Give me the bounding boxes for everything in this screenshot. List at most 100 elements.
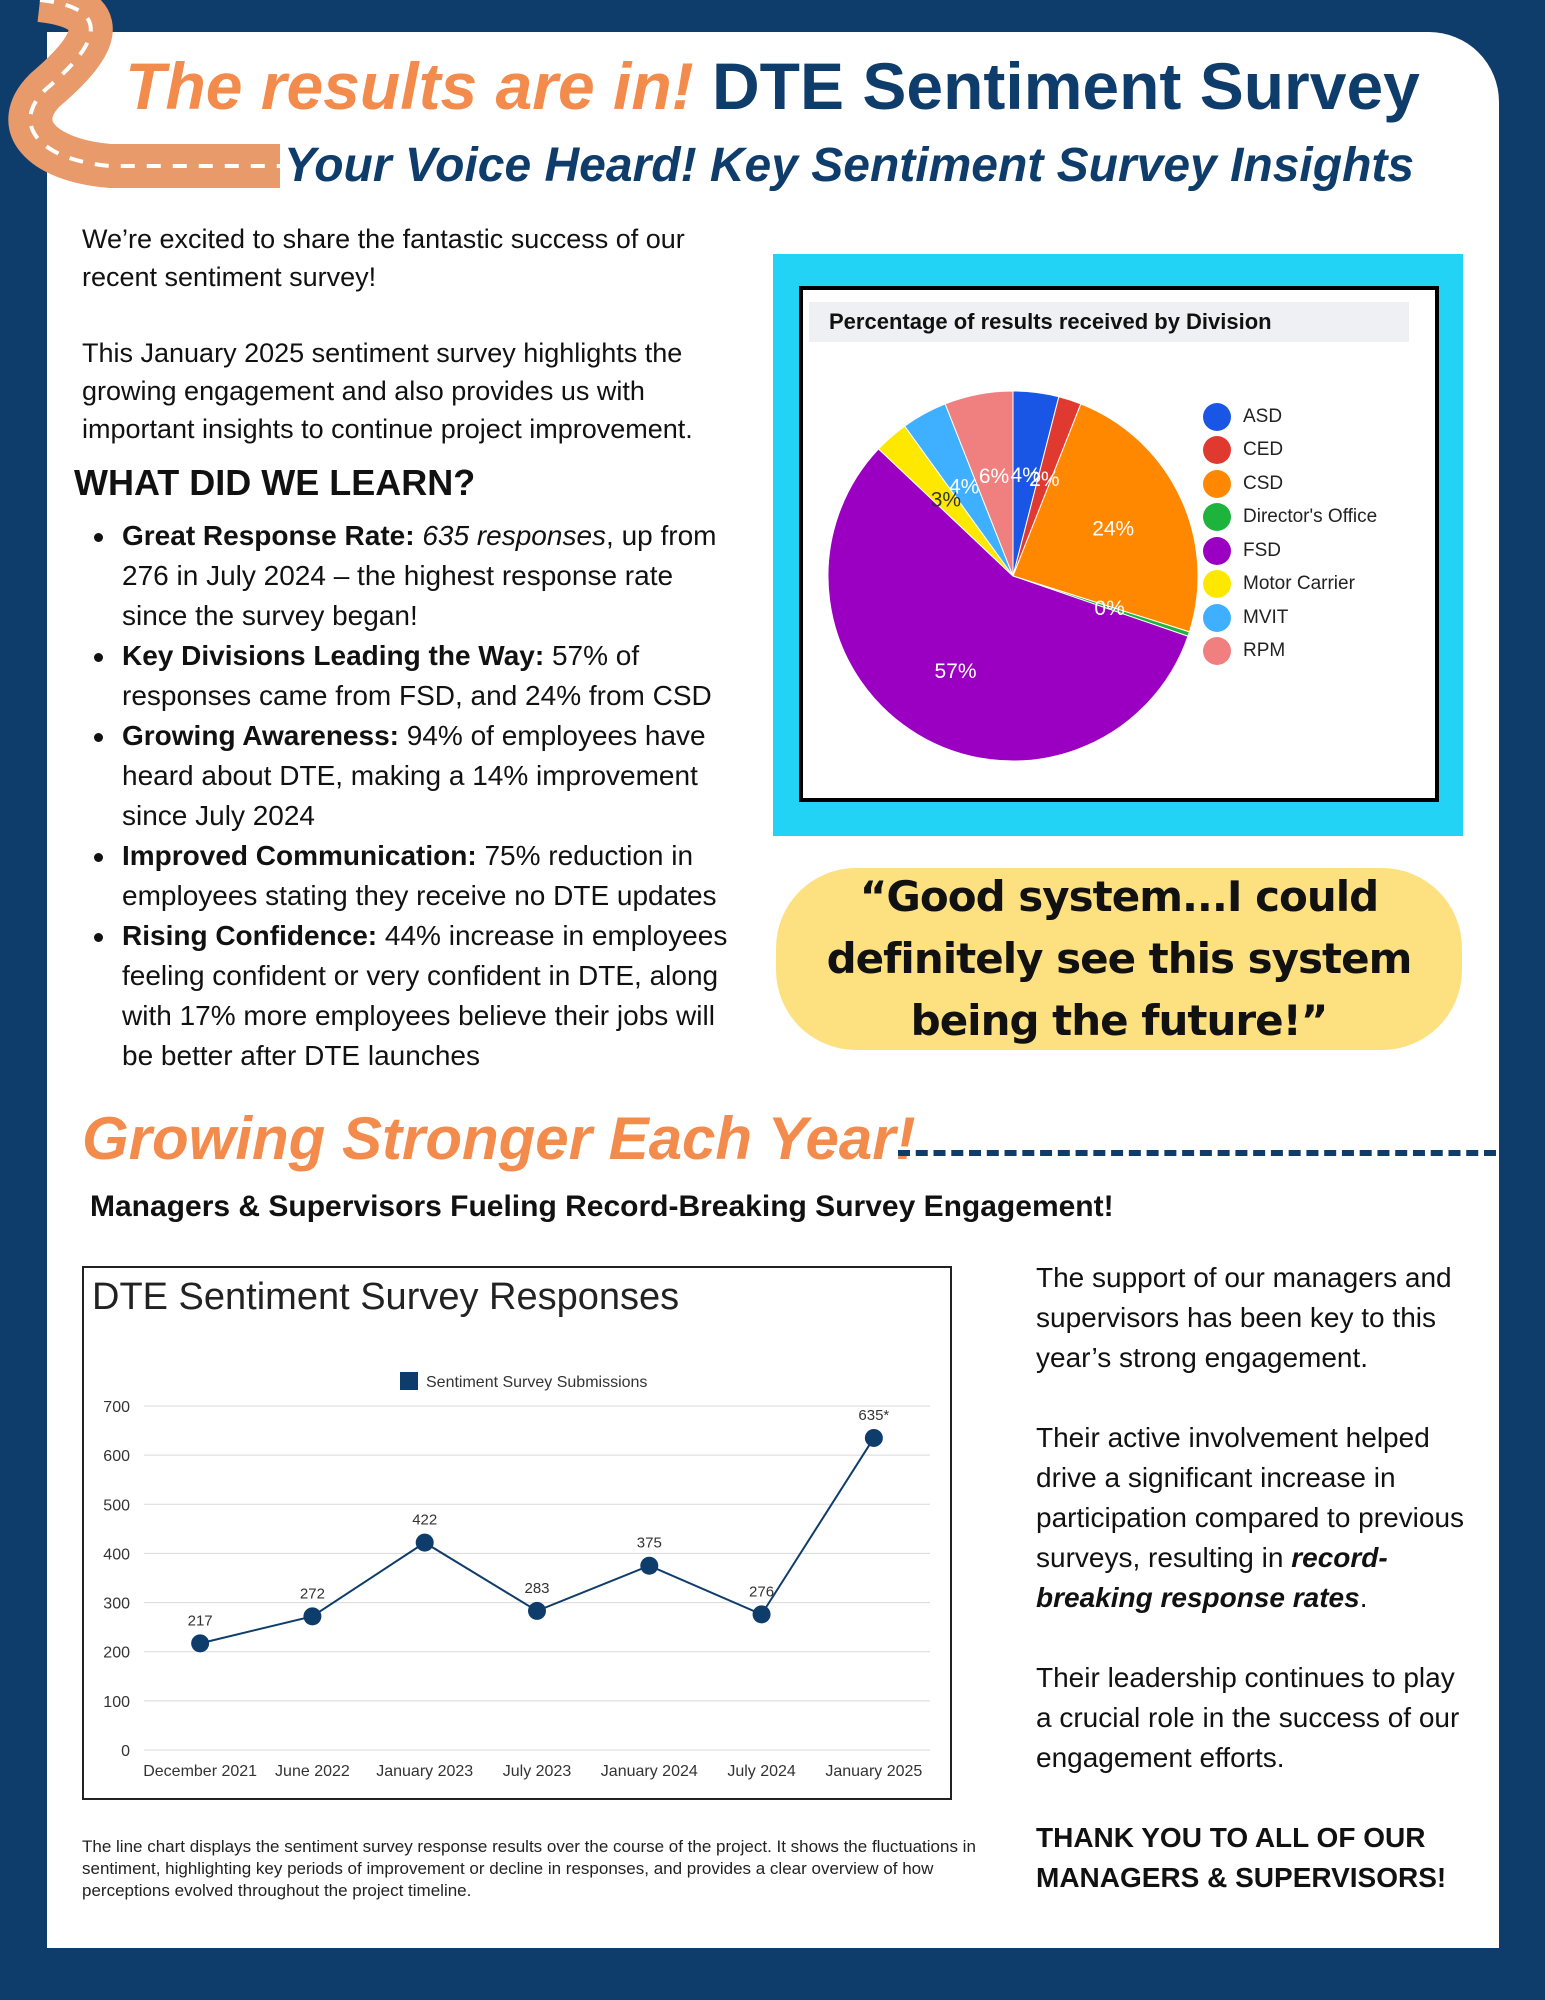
pie-slice <box>827 448 1189 762</box>
learn-item-label: Improved Communication: <box>122 840 477 871</box>
y-tick-label: 700 <box>103 1399 130 1416</box>
intro-paragraph-2: This January 2025 sentiment survey highl… <box>82 338 693 444</box>
pie-slice <box>944 390 1014 577</box>
y-tick-label: 500 <box>103 1497 130 1514</box>
learn-item-text: 75% reduction in employees stating they … <box>122 840 717 911</box>
learn-item: Rising Confidence: 44% increase in emplo… <box>82 916 742 1076</box>
legend-swatch <box>1203 570 1231 599</box>
y-tick-label: 0 <box>121 1743 130 1760</box>
dashed-divider <box>898 1150 1496 1156</box>
pie-legend-item: Motor Carrier <box>1203 568 1377 602</box>
learn-item-label: Key Divisions Leading the Way: <box>122 640 545 671</box>
legend-label: CSD <box>1243 472 1284 494</box>
x-tick-label: January 2023 <box>376 1763 473 1780</box>
legend-swatch <box>1203 603 1231 632</box>
data-label: 283 <box>524 1580 549 1597</box>
learn-item-label: Growing Awareness: <box>122 720 399 751</box>
growing-subheading: Managers & Supervisors Fueling Record-Br… <box>90 1190 1114 1223</box>
learn-list: Great Response Rate: 635 responses, up f… <box>82 516 742 1076</box>
legend-swatch <box>1203 637 1231 666</box>
data-point <box>303 1607 322 1626</box>
legend-label: Motor Carrier <box>1243 573 1355 595</box>
line-chart-plot: 0 100 200 300 400 500 600 700 December 2021 June … <box>103 1372 930 1780</box>
pie-data-label: 4% <box>949 476 979 499</box>
data-point <box>528 1601 546 1620</box>
side-paragraph-2-b: . <box>1359 1582 1368 1613</box>
data-label: 272 <box>300 1585 325 1602</box>
learn-item-italic: 635 responses <box>422 520 607 551</box>
pie-legend-item: MVIT <box>1203 601 1377 635</box>
line-chart: 0 100 200 300 400 500 600 700 December 2021 June … <box>82 1266 952 1800</box>
learn-item: Key Divisions Leading the Way: 57% of re… <box>82 636 742 716</box>
data-label: 635* <box>858 1407 889 1424</box>
quote-text: “Good system...I could definitely see th… <box>826 872 1413 1045</box>
data-point <box>864 1428 883 1447</box>
legend-swatch <box>1203 503 1231 532</box>
data-point <box>640 1556 659 1575</box>
road-decoration <box>8 0 280 188</box>
y-tick-label: 400 <box>103 1546 130 1563</box>
learn-heading: WHAT DID WE LEARN? <box>74 462 476 503</box>
learn-item-label: Great Response Rate: <box>122 520 415 551</box>
data-label: 375 <box>637 1535 662 1552</box>
pie-chart-title: Percentage of results received by Divisi… <box>809 302 1409 342</box>
growing-heading: Growing Stronger Each Year! <box>82 1105 916 1172</box>
x-tick-label: January 2024 <box>601 1763 698 1780</box>
pie-data-label: 0% <box>1094 597 1124 620</box>
y-tick-label: 600 <box>103 1448 130 1465</box>
pie-data-label: 3% <box>931 488 961 511</box>
pie-legend-item: RPM <box>1203 635 1377 669</box>
data-label: 276 <box>749 1583 774 1600</box>
data-point <box>415 1533 434 1552</box>
learn-item: Great Response Rate: 635 responses, up f… <box>82 516 742 636</box>
legend-label: FSD <box>1243 539 1281 561</box>
line-chart-title: DTE Sentiment Survey Responses <box>92 1276 680 1318</box>
chart-caption: The line chart displays the sentiment su… <box>82 1837 976 1900</box>
x-tick-label: July 2023 <box>503 1763 572 1780</box>
data-point <box>752 1605 771 1624</box>
x-tick-label: June 2022 <box>275 1763 350 1780</box>
legend-label: Director's Office <box>1243 506 1378 528</box>
pie-legend-item: Director's Office <box>1203 501 1377 535</box>
side-paragraph-1: The support of our managers and supervis… <box>1036 1262 1452 1373</box>
legend-label: Sentiment Survey Submissions <box>426 1374 647 1391</box>
learn-item-label: Rising Confidence: <box>122 920 378 951</box>
data-label: 217 <box>188 1612 213 1629</box>
quote-bubble: “Good system...I could definitely see th… <box>776 868 1462 1050</box>
legend-swatch <box>1203 402 1231 431</box>
legend-swatch <box>1203 536 1231 565</box>
x-tick-label: December 2021 <box>143 1763 257 1780</box>
pie-legend-item: CSD <box>1203 467 1377 501</box>
legend-label: RPM <box>1243 640 1286 662</box>
learn-item: Improved Communication: 75% reduction in… <box>82 836 742 916</box>
title-main: DTE Sentiment Survey <box>712 49 1420 123</box>
pie-legend: ASD CED CSD Director's Office FSD Motor Carri… <box>1203 400 1377 668</box>
side-paragraph-2: Their active involvement helped drive a … <box>1036 1418 1476 1618</box>
pie-chart: Percentage of results received by Divisi… <box>799 286 1439 802</box>
side-paragraph-2-a: Their active involvement helped drive a … <box>1036 1422 1465 1573</box>
pie-chart-plot: 4%2%24%0%57%3%4% 6% <box>827 390 1199 762</box>
pie-legend-item: ASD <box>1203 400 1377 434</box>
pie-data-label: 57% <box>934 660 976 683</box>
legend-label: MVIT <box>1243 606 1289 628</box>
y-tick-label: 100 <box>103 1694 130 1711</box>
intro-paragraph-1: We’re excited to share the fantastic suc… <box>82 224 685 292</box>
side-text: The support of our managers and supervis… <box>1036 1258 1476 1938</box>
pie-data-label: 4% <box>1011 464 1041 487</box>
pie-data-label: 6% <box>979 465 1009 488</box>
page-subtitle: Your Voice Heard! Key Sentiment Survey I… <box>284 139 1415 192</box>
pie-legend-item: CED <box>1203 434 1377 468</box>
pie-data-label: 24% <box>1092 517 1134 540</box>
x-tick-label: July 2024 <box>727 1763 796 1780</box>
legend-swatch <box>1203 469 1231 498</box>
intro-text: We’re excited to share the fantastic suc… <box>82 220 742 486</box>
data-label: 422 <box>412 1512 437 1529</box>
legend-label: ASD <box>1243 405 1283 427</box>
legend-swatch <box>1203 436 1231 465</box>
learn-item-text: , up from 276 in July 2024 – the highest… <box>122 520 717 631</box>
legend-label: CED <box>1243 439 1284 461</box>
learn-item-text: 44% increase in employees feeling confid… <box>122 920 728 1071</box>
title-accent: The results are in! <box>125 49 694 123</box>
y-tick-label: 200 <box>103 1645 130 1662</box>
y-tick-label: 300 <box>103 1596 130 1613</box>
